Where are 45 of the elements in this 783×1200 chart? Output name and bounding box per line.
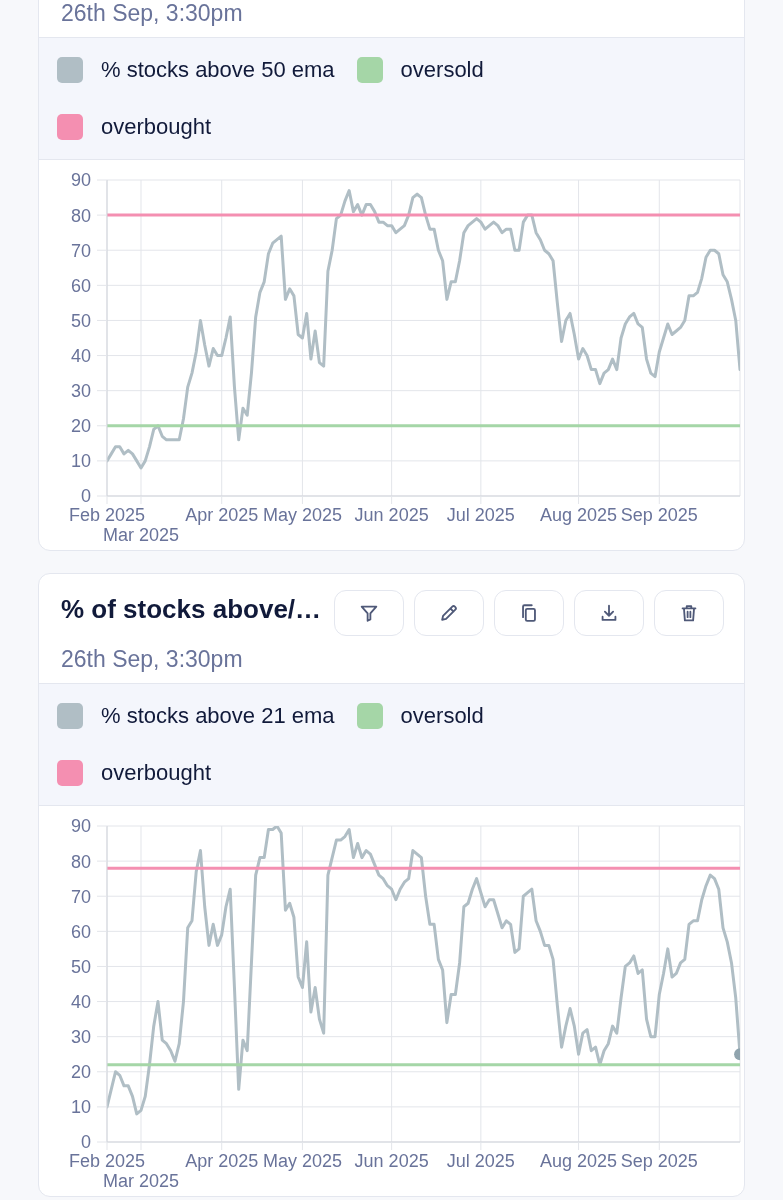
chart-subtitle: 26th Sep, 3:30pm xyxy=(61,646,243,672)
y-tick-label: 50 xyxy=(70,310,91,331)
x-tick-label: Feb 2025 xyxy=(68,1150,146,1171)
y-tick-label: 10 xyxy=(70,1097,91,1118)
x-tick-label: Feb 2025 xyxy=(68,504,146,525)
y-tick-label: 80 xyxy=(70,205,91,226)
y-tick-label: 40 xyxy=(70,991,91,1012)
x-tick-label: Jun 2025 xyxy=(354,1150,429,1171)
y-tick-label: 70 xyxy=(70,886,91,907)
y-tick-label: 30 xyxy=(70,1027,91,1048)
x-tick-label: Apr 2025 xyxy=(185,504,259,525)
y-tick-label: 10 xyxy=(70,451,91,472)
x-tick-label: May 2025 xyxy=(262,504,342,525)
y-tick-label: 30 xyxy=(70,381,91,402)
legend-label: overbought xyxy=(101,113,212,141)
y-tick-label: 0 xyxy=(80,1132,91,1153)
legend-label: % stocks above 21 ema xyxy=(101,702,335,730)
x-tick-label: Aug 2025 xyxy=(540,504,618,525)
x-tick-label: Jul 2025 xyxy=(446,1150,515,1171)
y-tick-label: 90 xyxy=(70,816,91,837)
x-tick-label: Apr 2025 xyxy=(185,1150,259,1171)
y-tick-label: 20 xyxy=(70,416,91,437)
x-tick-label: Aug 2025 xyxy=(540,1150,618,1171)
x-tick-label: Jul 2025 xyxy=(446,504,515,525)
chart-subtitle: 26th Sep, 3:30pm xyxy=(61,0,243,26)
x-tick-label: Jun 2025 xyxy=(354,504,429,525)
y-tick-label: 40 xyxy=(70,345,91,366)
legend-label: % stocks above 50 ema xyxy=(101,56,335,84)
y-tick-label: 60 xyxy=(70,921,91,942)
y-tick-label: 60 xyxy=(70,275,91,296)
y-tick-label: 0 xyxy=(80,486,91,507)
y-tick-label: 20 xyxy=(70,1062,91,1083)
x-tick-label: Sep 2025 xyxy=(620,504,698,525)
legend-label: oversold xyxy=(400,702,484,730)
y-tick-label: 80 xyxy=(70,851,91,872)
chart-title: % of stocks above/… xyxy=(61,594,322,624)
y-tick-label: 50 xyxy=(70,956,91,977)
y-tick-label: 70 xyxy=(70,240,91,261)
x-tick-label: Mar 2025 xyxy=(102,1170,180,1191)
legend-label: oversold xyxy=(400,56,484,84)
legend-label: overbought xyxy=(101,759,212,787)
y-tick-label: 90 xyxy=(70,170,91,191)
x-tick-label: Mar 2025 xyxy=(102,524,180,545)
x-tick-label: May 2025 xyxy=(262,1150,342,1171)
x-tick-label: Sep 2025 xyxy=(620,1150,698,1171)
